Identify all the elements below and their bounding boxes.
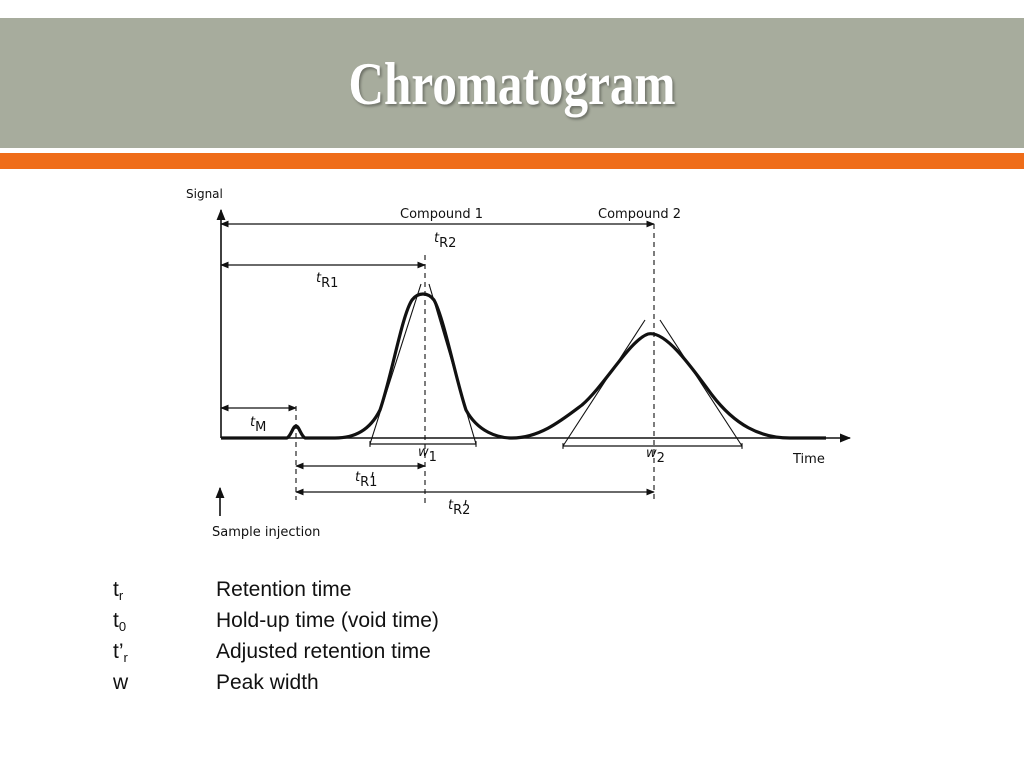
- legend-description: Retention time: [216, 578, 352, 601]
- compound-1-label: Compound 1: [400, 207, 483, 222]
- legend-symbol: t’r: [113, 640, 128, 665]
- tr1-label: tR1: [316, 271, 338, 291]
- signal-axis-label: Signal: [186, 187, 223, 201]
- slide-title: Chromatogram: [348, 51, 676, 117]
- accent-bar: [0, 153, 1024, 169]
- tm-label: tM: [250, 415, 266, 435]
- legend-description: Peak width: [216, 671, 319, 694]
- tr2-label: tR2: [434, 231, 456, 251]
- legend-description: Hold-up time (void time): [216, 609, 439, 632]
- w1-label: w1: [418, 445, 437, 465]
- legend-description: Adjusted retention time: [216, 640, 431, 663]
- tr1-adjusted-prime-mark: [371, 471, 374, 478]
- peak-2-tangents: [562, 319, 743, 447]
- chromatogram-trace: [221, 292, 826, 440]
- title-bar: [0, 18, 1024, 148]
- sample-injection-label: Sample injection: [212, 525, 320, 540]
- tr2-adjusted-prime-mark: [464, 499, 467, 506]
- tr1-adjusted-label: tR1: [355, 470, 377, 490]
- legend-symbol: w: [113, 671, 129, 694]
- peak-1-tangents: [369, 283, 477, 445]
- tr2-adjusted-label: tR2: [448, 498, 470, 518]
- w2-label: w2: [646, 446, 665, 466]
- legend-symbol: t0: [113, 609, 127, 634]
- compound-2-label: Compound 2: [598, 207, 681, 222]
- time-axis-label: Time: [792, 452, 825, 467]
- legend-symbol: tr: [113, 578, 124, 603]
